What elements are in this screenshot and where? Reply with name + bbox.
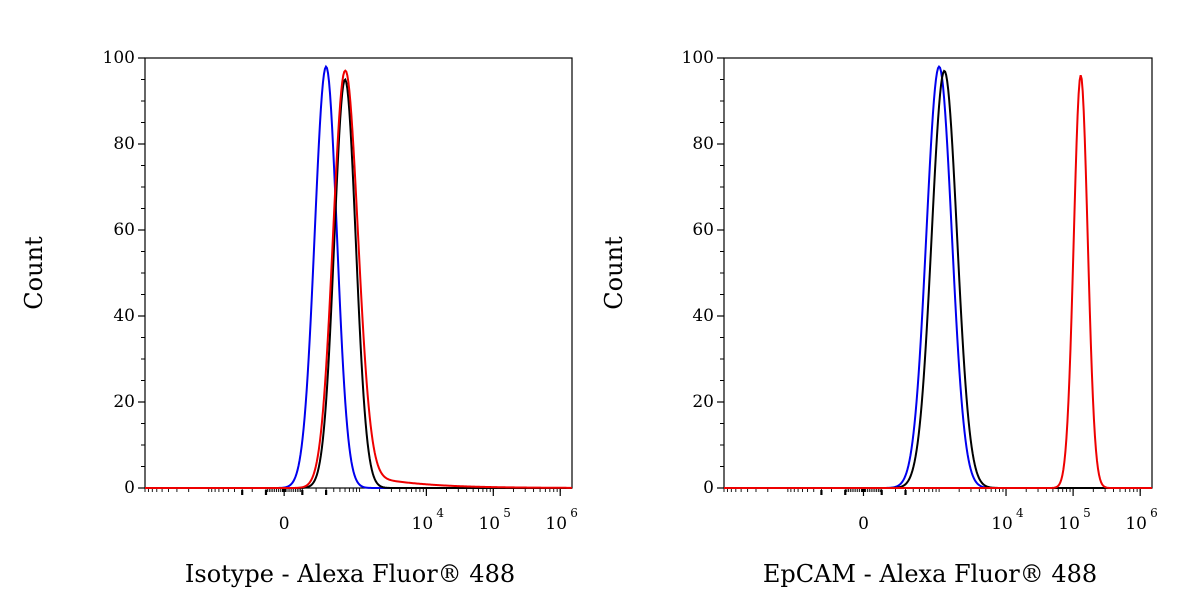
- y-tick-label: 40: [692, 306, 714, 326]
- y-tick-label: 80: [692, 134, 714, 154]
- y-tick-label: 60: [113, 220, 135, 240]
- x-tick-exponent: 6: [570, 506, 578, 520]
- y-tick-label: 0: [124, 478, 135, 498]
- series-line-3: [724, 74, 1152, 489]
- x-axis-title: EpCAM - Alexa Fluor® 488: [763, 560, 1097, 588]
- series-group: [724, 64, 1152, 489]
- x-tick-exponent: 6: [1150, 506, 1158, 520]
- y-ticks: 0 20 40 60 80 100: [103, 48, 145, 498]
- x-axis-title: Isotype - Alexa Fluor® 488: [185, 560, 515, 588]
- series-line-1: [145, 64, 572, 489]
- plot-frame: [144, 57, 573, 489]
- y-axis-title: Count: [600, 236, 628, 310]
- y-tick-label: 20: [113, 392, 135, 412]
- y-tick-label: 80: [113, 134, 135, 154]
- y-tick-label: 100: [103, 48, 135, 68]
- series-group: [145, 64, 573, 489]
- x-tick-exponent: 4: [1016, 506, 1024, 520]
- x-tick-label: 10: [991, 514, 1013, 534]
- x-tick-label: 10: [1125, 514, 1147, 534]
- x-tick-label: 0: [858, 514, 869, 534]
- y-tick-label: 40: [113, 306, 135, 326]
- x-tick-exponent: 5: [1083, 506, 1091, 520]
- series-line-2: [724, 69, 1152, 489]
- x-tick-exponent: 4: [436, 506, 444, 520]
- zero-marks: [241, 490, 328, 495]
- y-tick-label: 20: [692, 392, 714, 412]
- series-line-3: [145, 69, 573, 489]
- series-line-2: [145, 77, 572, 489]
- x-tick-label: 10: [1058, 514, 1080, 534]
- y-axis-title: Count: [20, 236, 48, 310]
- x-tick-label: 10: [412, 514, 434, 534]
- y-ticks: 0 20 40 60 80 100: [682, 48, 724, 498]
- y-tick-label: 0: [703, 478, 714, 498]
- x-tick-label: 10: [478, 514, 500, 534]
- y-tick-label: 60: [692, 220, 714, 240]
- y-tick-label: 100: [682, 48, 714, 68]
- x-tick-label: 10: [545, 514, 567, 534]
- x-tick-label: 0: [279, 514, 290, 534]
- x-tick-exponent: 5: [503, 506, 511, 520]
- zero-marks: [820, 490, 907, 495]
